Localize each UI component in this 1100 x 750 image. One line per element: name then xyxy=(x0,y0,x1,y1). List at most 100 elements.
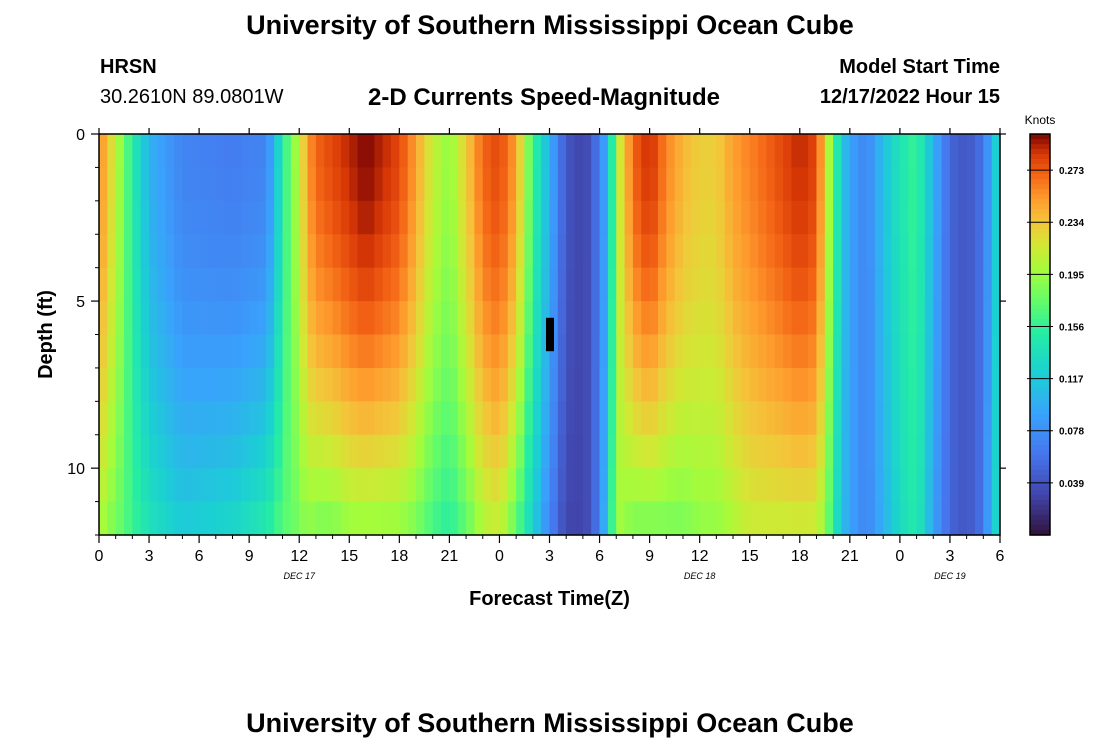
colorbar-swatch xyxy=(1030,239,1050,245)
heatmap-cell xyxy=(407,468,417,503)
heatmap-cell xyxy=(949,234,959,269)
heatmap-cell xyxy=(916,501,926,536)
heatmap-cell xyxy=(858,434,868,469)
heatmap-cell xyxy=(140,301,150,336)
heatmap-cell xyxy=(699,468,709,503)
heatmap-cell xyxy=(349,367,359,402)
heatmap-cell xyxy=(599,334,609,369)
heatmap-cell xyxy=(824,200,834,235)
heatmap-cell xyxy=(541,468,551,503)
heatmap-cell xyxy=(649,167,659,202)
heatmap-cell xyxy=(149,234,158,269)
heatmap-cell xyxy=(124,200,133,235)
heatmap-cell xyxy=(290,267,300,302)
colorbar-swatch xyxy=(1030,164,1050,170)
heatmap-cell xyxy=(124,334,133,369)
heatmap-cell xyxy=(582,167,592,202)
heatmap-cell xyxy=(132,301,142,336)
heatmap-cell xyxy=(340,301,350,336)
heatmap-cell xyxy=(808,167,818,202)
heatmap-cell xyxy=(282,134,292,169)
colorbar-swatch xyxy=(1030,209,1050,215)
heatmap-cell xyxy=(699,167,709,202)
heatmap-cell xyxy=(557,501,567,536)
heatmap-cell xyxy=(891,234,901,269)
heatmap-cell xyxy=(657,200,667,235)
heatmap-cell xyxy=(699,367,709,402)
heatmap-cell xyxy=(607,134,617,169)
heatmap-cell xyxy=(974,434,984,469)
heatmap-cell xyxy=(482,434,492,469)
heatmap-cell xyxy=(507,167,517,202)
heatmap-cell xyxy=(883,334,893,369)
heatmap-cell xyxy=(716,501,726,536)
heatmap-cell xyxy=(607,334,617,369)
heatmap-cell xyxy=(933,367,943,402)
heatmap-cell xyxy=(899,401,909,436)
heatmap-cell xyxy=(783,267,793,302)
heatmap-cell xyxy=(958,301,968,336)
heatmap-cell xyxy=(249,401,259,436)
heatmap-cell xyxy=(908,134,918,169)
colorbar-swatch xyxy=(1030,284,1050,290)
heatmap-cell xyxy=(290,234,300,269)
heatmap-cell xyxy=(207,267,217,302)
heatmap-cell xyxy=(441,468,450,503)
heatmap-cell xyxy=(891,200,901,235)
heatmap-cell xyxy=(257,367,267,402)
heatmap-cell xyxy=(749,200,759,235)
heatmap-cell xyxy=(624,267,634,302)
heatmap-cell xyxy=(374,468,384,503)
heatmap-cell xyxy=(649,401,659,436)
heatmap-cell xyxy=(382,501,392,536)
colorbar-label: Knots xyxy=(1025,113,1056,127)
heatmap-cell xyxy=(841,267,851,302)
heatmap-cell xyxy=(682,167,692,202)
colorbar-swatch xyxy=(1030,369,1050,376)
heatmap-cell xyxy=(983,267,993,302)
heatmap-cell xyxy=(374,200,384,235)
heatmap-cell xyxy=(432,334,442,369)
heatmap-cell xyxy=(249,234,259,269)
heatmap-cell xyxy=(958,367,968,402)
heatmap-cell xyxy=(691,200,701,235)
heatmap-cell xyxy=(507,401,517,436)
heatmap-cell xyxy=(340,167,350,202)
heatmap-cell xyxy=(908,301,918,336)
heatmap-cell xyxy=(424,234,434,269)
heatmap-cell xyxy=(491,334,501,369)
heatmap-cell xyxy=(282,234,292,269)
heatmap-cell xyxy=(649,501,659,536)
heatmap-cell xyxy=(240,468,250,503)
heatmap-cell xyxy=(466,167,476,202)
heatmap-cell xyxy=(182,267,192,302)
heatmap-cell xyxy=(299,134,309,169)
heatmap-cell xyxy=(99,234,108,269)
heatmap-cell xyxy=(340,501,350,536)
heatmap-cell xyxy=(791,401,801,436)
heatmap-cell xyxy=(833,301,843,336)
heatmap-cell xyxy=(457,234,467,269)
heatmap-cell xyxy=(682,434,692,469)
heatmap-cell xyxy=(749,267,759,302)
heatmap-cell xyxy=(574,200,584,235)
heatmap-cell xyxy=(966,334,976,369)
heatmap-cell xyxy=(457,401,467,436)
heatmap-cell xyxy=(99,167,108,202)
heatmap-cell xyxy=(716,334,726,369)
heatmap-cell xyxy=(816,134,826,169)
heatmap-cell xyxy=(432,200,442,235)
colorbar-swatch xyxy=(1030,384,1050,391)
heatmap-cell xyxy=(716,200,726,235)
heatmap-cell xyxy=(457,167,467,202)
heatmap-cell xyxy=(315,267,325,302)
heatmap-cell xyxy=(482,301,492,336)
heatmap-cell xyxy=(124,434,133,469)
colorbar-swatch xyxy=(1030,159,1050,165)
heatmap-cell xyxy=(657,367,667,402)
heatmap-cell xyxy=(157,367,167,402)
heatmap-cell xyxy=(174,468,184,503)
heatmap-cell xyxy=(824,234,834,269)
heatmap-cell xyxy=(699,200,709,235)
heatmap-cell xyxy=(249,501,259,536)
